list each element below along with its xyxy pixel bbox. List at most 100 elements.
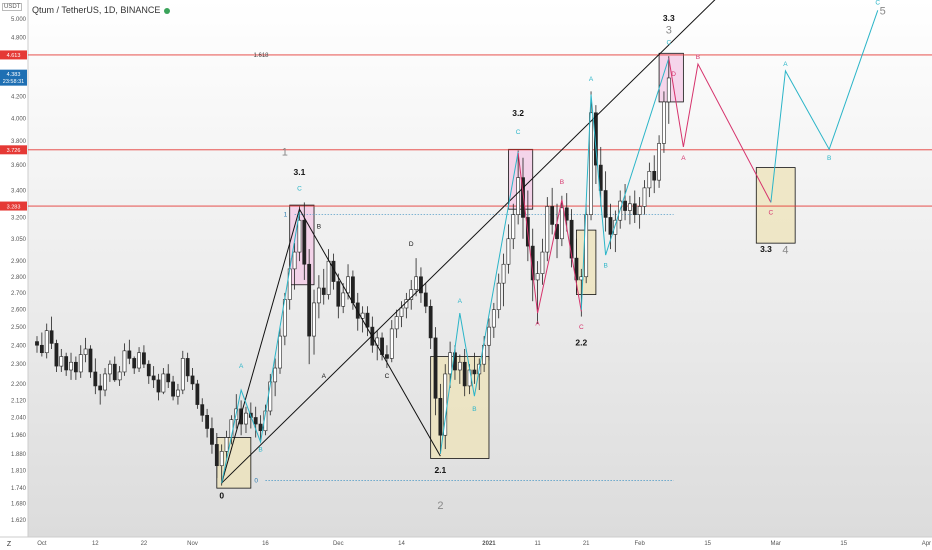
candle-body [49, 330, 54, 344]
candle [603, 171, 608, 232]
price-tick-label: 1.880 [11, 452, 27, 458]
candle [171, 375, 175, 401]
wave-label: B [317, 224, 321, 231]
candle-body [161, 373, 166, 393]
candle-body [613, 219, 618, 235]
candle-body [103, 373, 107, 391]
wave-label: B [603, 262, 607, 269]
candle-body [88, 348, 93, 373]
candle [336, 273, 341, 319]
price-tick-label: 2.300 [11, 362, 27, 368]
candle-body [239, 408, 244, 425]
candle-body [214, 444, 219, 467]
candle-body [506, 238, 511, 265]
time-tick-label: 15 [704, 541, 711, 547]
candle [423, 283, 428, 314]
time-tick-label: 11 [534, 541, 541, 547]
wave-label: A [239, 363, 244, 370]
wave-label: 2.1 [434, 465, 446, 475]
candle [472, 352, 477, 384]
candle-body [564, 207, 569, 221]
candle-body [569, 219, 574, 259]
candle [462, 348, 467, 397]
price-tick-label: 2.600 [11, 308, 27, 314]
candle [666, 56, 671, 124]
candle-body [487, 326, 491, 346]
candle [297, 206, 302, 262]
candle-body [409, 289, 414, 300]
wave-label: C [385, 373, 390, 380]
candle [550, 187, 555, 235]
price-tick-label: 1.680 [11, 502, 27, 508]
fib-level-label: 0 [254, 478, 258, 485]
candle-body [433, 337, 438, 399]
price-axis-background [0, 0, 28, 537]
price-tick-label: 3.200 [11, 215, 27, 221]
candle-body [346, 276, 350, 294]
candle-body [171, 381, 175, 397]
candle [273, 358, 278, 397]
wave-label: C [297, 185, 302, 192]
price-tick-label: 2.800 [11, 275, 27, 281]
candle [156, 373, 161, 401]
wave-label: A [535, 320, 540, 327]
wave-label: B [827, 155, 831, 162]
price-tick-label: 5.000 [11, 17, 27, 23]
wave-path [439, 151, 519, 454]
scale-toggle[interactable]: Z [7, 541, 12, 548]
wave-label: B [258, 446, 262, 453]
candle-body [142, 352, 146, 365]
trendline-group [221, 0, 716, 484]
candle-body [642, 187, 647, 207]
candle [117, 366, 122, 386]
candle [496, 273, 501, 319]
candle [409, 279, 414, 310]
candle-body [608, 217, 613, 235]
candle [389, 320, 394, 363]
candle [438, 383, 443, 454]
candle-body [278, 335, 282, 369]
price-tick-label: 3.050 [11, 237, 27, 243]
candle [161, 368, 166, 395]
wave-path [221, 207, 441, 484]
candle-body [59, 356, 64, 367]
candle-body [108, 363, 112, 375]
wave-label: 1 [282, 146, 288, 158]
candle [642, 180, 647, 215]
candle [214, 432, 219, 479]
target-box [508, 148, 534, 210]
candle [394, 309, 399, 338]
time-axis-background [0, 537, 932, 550]
wave-label: A [681, 155, 686, 162]
wave-label: A [322, 373, 327, 380]
candle-body [365, 312, 370, 328]
candle-body [360, 312, 365, 319]
wave-path [770, 10, 879, 203]
candle-body [210, 428, 214, 445]
price-tick-label: 3.400 [11, 188, 27, 194]
candle-body [35, 341, 39, 346]
wave-label: 4 [782, 245, 788, 257]
candle-body [574, 257, 579, 281]
candle-body [545, 206, 550, 253]
wave-label: C [875, 0, 880, 6]
horizontal-levels: 1.618 [28, 53, 932, 207]
candle-body [146, 363, 151, 377]
time-axis[interactable]: Oct 12 22 Nov 16 Dec 14 2021 11 21 Feb 15 Mar 15 Apr [37, 541, 931, 547]
candle-body [224, 437, 229, 452]
candle-body [127, 350, 132, 359]
candle [258, 415, 263, 443]
candle [312, 289, 316, 355]
candle-body [414, 276, 418, 290]
wave-label: 5 [880, 6, 886, 18]
candle [103, 368, 107, 397]
wave-labels: 0 1 3.1 C A B B A C D 2.1 2 A B 3.2 C A B C 2.2 A B 3.3 3 C D A B C 3… [219, 0, 885, 512]
candle [239, 400, 244, 436]
candle [35, 336, 39, 353]
candle-body [321, 287, 326, 295]
time-tick-label: 12 [92, 541, 99, 547]
candle-body [83, 348, 88, 355]
wave-path [517, 152, 582, 314]
